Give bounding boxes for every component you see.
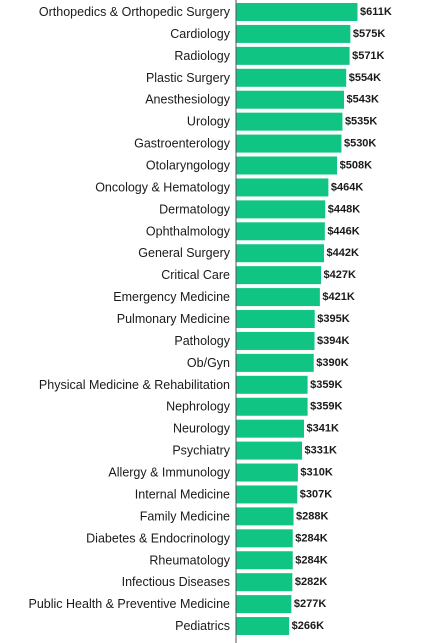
- value-label: $390K: [316, 357, 348, 369]
- category-label: Pulmonary Medicine: [117, 312, 230, 326]
- bar: [236, 200, 326, 219]
- value-label: $543K: [347, 94, 379, 106]
- category-label: Orthopedics & Orthopedic Surgery: [39, 5, 231, 19]
- bar: [236, 134, 342, 153]
- value-label: $284K: [295, 532, 327, 544]
- category-label: Internal Medicine: [135, 487, 230, 501]
- category-label: Anesthesiology: [145, 93, 231, 107]
- bar: [236, 441, 303, 460]
- category-label: General Surgery: [138, 246, 230, 260]
- category-label: Gastroenterology: [134, 137, 231, 151]
- bar: [236, 112, 343, 131]
- value-label: $359K: [310, 401, 342, 413]
- bar: [236, 222, 325, 241]
- category-label: Critical Care: [161, 268, 230, 282]
- category-label: Emergency Medicine: [113, 290, 230, 304]
- bar: [236, 266, 322, 285]
- bar: [236, 310, 315, 329]
- bar: [236, 595, 292, 614]
- category-label: Psychiatry: [172, 444, 230, 458]
- bar: [236, 288, 320, 307]
- value-label: $442K: [327, 247, 359, 259]
- category-label: Neurology: [173, 422, 231, 436]
- value-label: $421K: [322, 291, 354, 303]
- bar: [236, 485, 298, 504]
- category-label: Oncology & Hematology: [95, 180, 231, 194]
- value-label: $341K: [307, 423, 339, 435]
- category-label: Ophthalmology: [146, 224, 231, 238]
- category-label: Otolaryngology: [146, 159, 231, 173]
- value-label: $446K: [327, 225, 359, 237]
- bar: [236, 178, 329, 197]
- category-label: Rheumatology: [149, 553, 230, 567]
- bar: [236, 551, 293, 570]
- value-label: $310K: [300, 467, 332, 479]
- category-label: Allergy & Immunology: [108, 466, 230, 480]
- category-labels-layer: Orthopedics & Orthopedic Surgery Cardiolo…: [29, 5, 231, 633]
- category-label: Radiology: [174, 49, 230, 63]
- category-label: Dermatology: [159, 202, 231, 216]
- bar: [236, 573, 293, 592]
- value-label: $394K: [317, 335, 349, 347]
- value-label: $575K: [353, 28, 385, 40]
- value-label: $464K: [331, 181, 363, 193]
- bar: [236, 397, 308, 416]
- value-label: $277K: [294, 598, 326, 610]
- bar: [236, 46, 350, 65]
- value-label: $554K: [349, 72, 381, 84]
- bars-layer: [236, 3, 358, 636]
- value-labels-layer: $611K $575K $571K $554K $543K $535K $530K $508K…: [292, 6, 392, 632]
- value-label: $359K: [310, 379, 342, 391]
- value-label: $530K: [344, 138, 376, 150]
- value-label: $508K: [340, 160, 372, 172]
- category-label: Family Medicine: [140, 509, 230, 523]
- value-label: $611K: [360, 6, 392, 18]
- bar: [236, 375, 308, 394]
- value-label: $282K: [295, 576, 327, 588]
- value-label: $284K: [295, 554, 327, 566]
- bar: [236, 3, 358, 21]
- bar: [236, 507, 294, 526]
- value-label: $395K: [317, 313, 349, 325]
- category-label: Pathology: [174, 334, 230, 348]
- value-label: $427K: [324, 269, 356, 281]
- category-label: Physical Medicine & Rehabilitation: [39, 378, 230, 392]
- category-label: Diabetes & Endocrinology: [86, 531, 231, 545]
- bar: [236, 529, 293, 548]
- category-label: Urology: [187, 115, 231, 129]
- category-label: Nephrology: [166, 400, 231, 414]
- category-label: Infectious Diseases: [122, 575, 230, 589]
- bar: [236, 90, 345, 109]
- category-label: Ob/Gyn: [187, 356, 230, 370]
- value-label: $535K: [345, 116, 377, 128]
- bar: [236, 617, 290, 636]
- value-label: $448K: [328, 203, 360, 215]
- bar: [236, 353, 314, 372]
- bar: [236, 419, 305, 438]
- bar: [236, 68, 347, 87]
- category-label: Public Health & Preventive Medicine: [29, 597, 231, 611]
- bar: [236, 24, 351, 43]
- value-label: $266K: [292, 620, 324, 632]
- bar: [236, 244, 325, 263]
- category-label: Pediatrics: [175, 619, 230, 633]
- bar: [236, 463, 298, 482]
- bar: [236, 156, 338, 175]
- bar: [236, 331, 315, 350]
- category-label: Cardiology: [170, 27, 231, 41]
- value-label: $571K: [352, 50, 384, 62]
- value-label: $288K: [296, 510, 328, 522]
- category-label: Plastic Surgery: [146, 71, 231, 85]
- value-label: $307K: [300, 488, 332, 500]
- value-label: $331K: [305, 445, 337, 457]
